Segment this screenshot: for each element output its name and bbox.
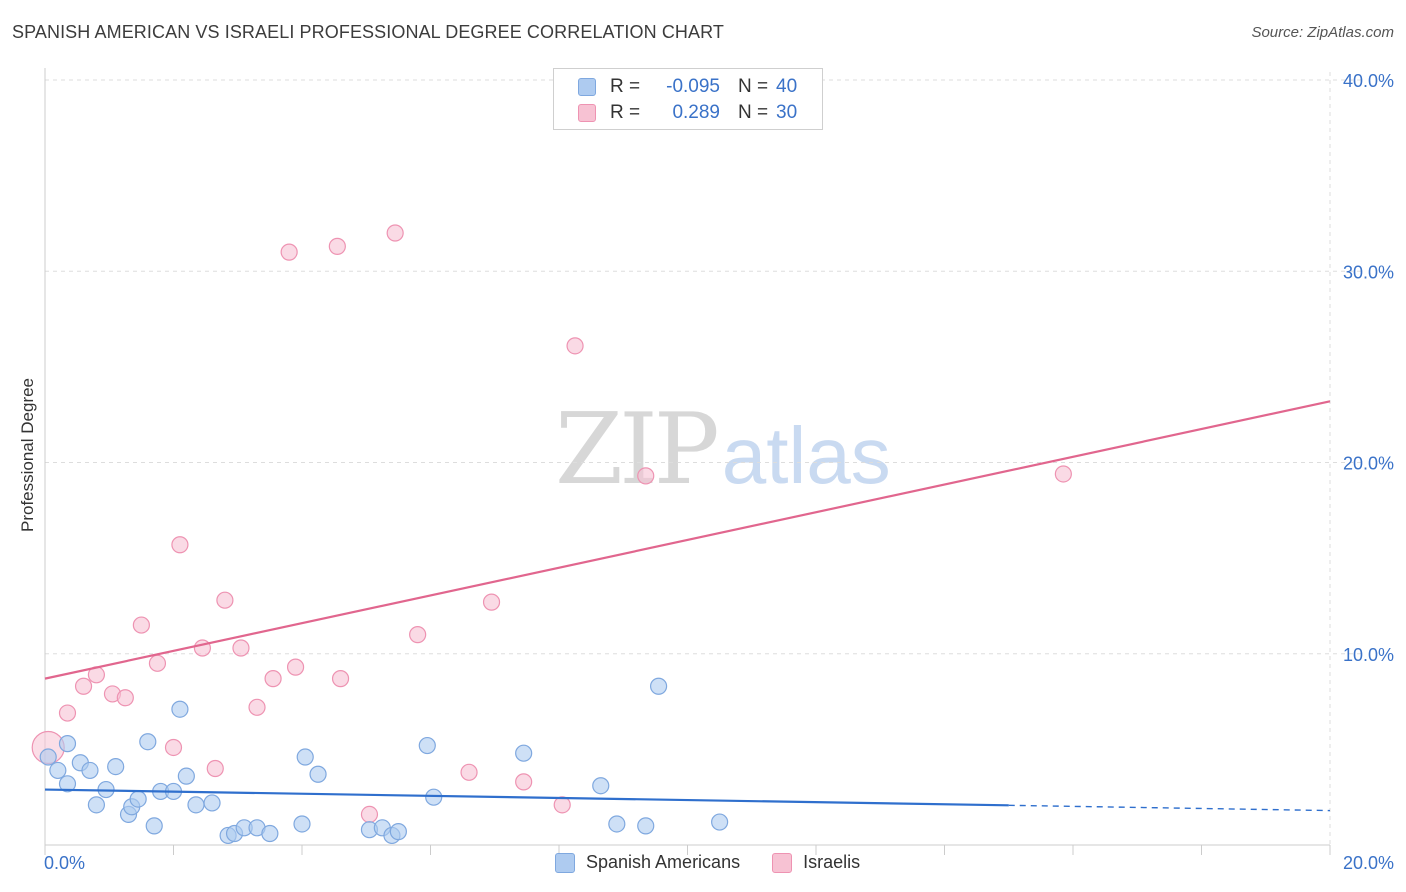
- spanish-american-point: [129, 790, 147, 808]
- watermark-zip: ZIP: [555, 393, 720, 507]
- spanish-american-point: [107, 757, 125, 776]
- spanish-american-point: [49, 761, 67, 780]
- chart-title: SPANISH AMERICAN VS ISRAELI PROFESSIONAL…: [12, 22, 724, 42]
- spanish-american-point: [293, 815, 311, 833]
- series-legend: Spanish Americans Israelis: [555, 852, 892, 873]
- israeli-point: [116, 689, 134, 707]
- israeli-point: [553, 796, 571, 814]
- spanish-american-point: [39, 748, 57, 766]
- israeli-point: [206, 759, 224, 778]
- spanish-american-point: [711, 813, 729, 831]
- spanish-american-point: [515, 744, 533, 762]
- legend-swatch-pink: [578, 104, 596, 122]
- spanish-american-point: [592, 777, 610, 795]
- israeli-point: [331, 670, 350, 688]
- israeli-point: [232, 639, 250, 657]
- legend-item-israelis[interactable]: Israelis: [772, 852, 860, 873]
- israeli-point: [280, 243, 298, 261]
- israeli-point: [216, 591, 234, 609]
- y-tick-label: 10.0%: [1343, 645, 1394, 665]
- legend-n-value: 30: [776, 102, 798, 123]
- legend-swatch-blue: [578, 78, 596, 96]
- spanish-american-point: [81, 761, 99, 780]
- israeli-point: [286, 658, 305, 676]
- y-tick-label: 20.0%: [1343, 454, 1394, 474]
- x-tick-label: 0.0%: [44, 853, 85, 873]
- israeli-point: [1054, 465, 1072, 483]
- spanish-american-point: [203, 794, 221, 812]
- israeli-point: [132, 616, 150, 634]
- israeli-point: [58, 704, 77, 722]
- israeli-point: [460, 763, 478, 781]
- legend-r-label: R =: [610, 76, 641, 97]
- source-label: Source: ZipAtlas.com: [1251, 24, 1394, 41]
- spanish-american-trend-line: [44, 788, 1009, 807]
- legend-swatch-blue: [555, 852, 575, 873]
- israeli-point: [566, 337, 584, 355]
- israeli-point: [164, 738, 183, 757]
- legend-row-spanish-americans: R = -0.095 N = 40: [578, 75, 797, 99]
- spanish-american-point: [296, 748, 314, 766]
- israeli-point: [248, 698, 266, 716]
- legend-n-label: N =: [738, 76, 769, 97]
- spanish-american-point: [637, 817, 655, 835]
- spanish-american-point: [649, 677, 668, 695]
- israeli-point: [264, 670, 282, 688]
- legend-label: Israelis: [803, 852, 861, 872]
- spanish-american-point: [425, 788, 443, 806]
- spanish-american-point: [261, 824, 279, 843]
- spanish-american-trend-extension: [1008, 804, 1331, 812]
- israeli-trend-line: [44, 400, 1331, 680]
- israeli-point: [74, 677, 93, 695]
- israeli-point: [409, 626, 427, 644]
- israeli-point: [515, 773, 533, 791]
- legend-r-value: -0.095: [666, 76, 720, 97]
- legend-n-value: 40: [776, 76, 798, 97]
- watermark: ZIPatlas: [555, 400, 891, 499]
- correlation-legend: R = -0.095 N = 40 R = 0.289 N = 30: [553, 68, 823, 130]
- x-tick-label: 20.0%: [1343, 853, 1394, 873]
- legend-r-label: R =: [610, 102, 641, 123]
- israeli-point: [482, 593, 501, 611]
- legend-n-label: N =: [738, 102, 769, 123]
- y-tick-label: 30.0%: [1343, 262, 1394, 282]
- spanish-american-point: [187, 796, 205, 814]
- legend-swatch-pink: [772, 852, 793, 873]
- spanish-american-point: [139, 733, 157, 751]
- legend-r-value: 0.289: [672, 102, 720, 123]
- spanish-american-point: [145, 817, 163, 835]
- spanish-american-point: [87, 796, 106, 814]
- spanish-american-point: [171, 700, 189, 718]
- israeli-point: [637, 467, 655, 485]
- spanish-american-point: [309, 765, 327, 783]
- israeli-point: [148, 654, 167, 672]
- spanish-american-point: [608, 815, 626, 833]
- israeli-point: [386, 224, 404, 242]
- israeli-point: [171, 536, 189, 554]
- spanish-american-point: [177, 767, 195, 785]
- spanish-american-point: [58, 735, 77, 753]
- israeli-point: [360, 805, 379, 824]
- legend-item-spanish-americans[interactable]: Spanish Americans: [555, 852, 740, 873]
- israeli-point: [328, 237, 346, 255]
- spanish-american-point: [418, 736, 436, 755]
- y-tick-label: 40.0%: [1343, 71, 1394, 91]
- spanish-american-point: [389, 823, 407, 841]
- legend-row-israelis: R = 0.289 N = 30: [578, 101, 797, 125]
- watermark-atlas: atlas: [721, 411, 891, 500]
- spanish-american-point: [58, 775, 77, 793]
- legend-label: Spanish Americans: [586, 852, 741, 872]
